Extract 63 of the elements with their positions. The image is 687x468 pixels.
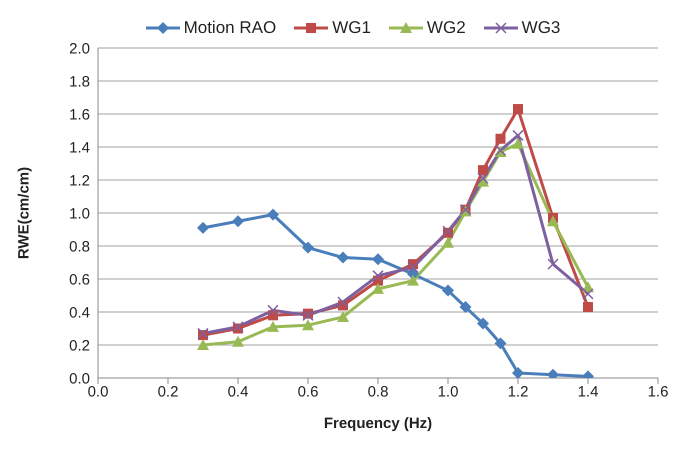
point: [302, 242, 314, 254]
legend-label: Motion RAO: [184, 18, 276, 38]
x-tick-label: 1.2: [508, 384, 528, 401]
point: [442, 225, 454, 237]
point: [547, 258, 559, 270]
x-tick-label: 0.6: [298, 384, 318, 401]
point: [407, 262, 419, 274]
y-tick-label: 1.6: [69, 106, 90, 124]
point: [302, 310, 314, 322]
x-axis-title: Frequency (Hz): [324, 415, 432, 432]
y-tick-label: 0.6: [69, 271, 90, 288]
point: [512, 138, 524, 149]
point: [372, 253, 384, 266]
y-axis-title: RWE(cm/cm): [15, 166, 32, 260]
y-tick-label: 1.2: [69, 172, 90, 190]
point: [267, 304, 279, 316]
point: [337, 296, 349, 308]
point: [197, 328, 209, 340]
point: [512, 130, 524, 142]
y-tick-label: 0.4: [69, 304, 90, 322]
point: [302, 319, 314, 330]
point: [477, 172, 489, 184]
point: [478, 165, 488, 176]
legend-label: WG1: [332, 18, 371, 38]
point: [460, 301, 472, 314]
point: [372, 270, 384, 282]
point: [337, 252, 349, 264]
legend-label: WG3: [522, 18, 560, 38]
point: [407, 274, 419, 286]
point: [232, 336, 244, 347]
y-tick-label: 1.0: [69, 205, 90, 222]
point: [337, 310, 349, 322]
x-tick-label: 0.4: [228, 384, 248, 401]
x-tick-label: 0.8: [368, 384, 388, 401]
y-tick-label: 2.0: [69, 40, 90, 58]
x-tick-label: 1.0: [438, 384, 458, 401]
point: [512, 367, 524, 378]
point: [477, 318, 489, 330]
point: [442, 236, 454, 248]
point: [267, 320, 279, 332]
point: [267, 208, 279, 221]
point: [496, 134, 506, 144]
point: [583, 302, 593, 312]
point: [197, 222, 209, 234]
x-tick-label: 1.6: [648, 384, 668, 401]
point: [547, 215, 559, 226]
point: [582, 288, 594, 300]
point: [197, 339, 209, 350]
y-tick-label: 1.4: [69, 139, 90, 156]
point: [232, 321, 244, 333]
point: [513, 104, 523, 114]
y-tick-label: 0.0: [69, 370, 90, 388]
y-tick-label: 1.8: [69, 73, 90, 90]
legend-label: WG2: [426, 18, 466, 38]
y-tick-label: 0.2: [69, 337, 90, 354]
x-tick-label: 1.4: [578, 384, 598, 401]
x-tick-label: 0.0: [88, 384, 108, 401]
point: [494, 337, 506, 350]
point: [372, 282, 384, 294]
point: [442, 284, 454, 297]
y-tick-label: 0.8: [69, 238, 90, 256]
x-tick-label: 0.2: [158, 384, 178, 401]
point: [232, 215, 244, 228]
